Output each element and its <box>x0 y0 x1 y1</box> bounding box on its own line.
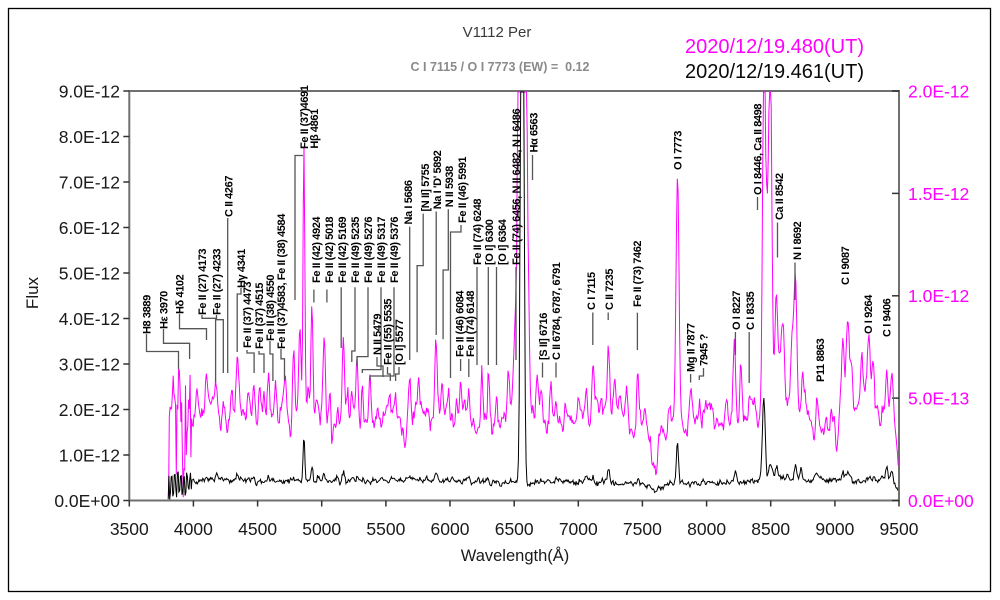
svg-text:4.0E-12: 4.0E-12 <box>59 309 120 329</box>
svg-text:[S II] 6716: [S II] 6716 <box>538 313 550 360</box>
svg-text:Fe II (73) 7462: Fe II (73) 7462 <box>632 241 644 307</box>
svg-text:2020/12/19.461(UT): 2020/12/19.461(UT) <box>685 61 864 83</box>
svg-text:Hγ 4341: Hγ 4341 <box>236 249 248 288</box>
svg-text:1.5E-12: 1.5E-12 <box>908 184 969 204</box>
svg-text:5000: 5000 <box>302 519 341 539</box>
svg-text:C I 7115 / O I 7773 (EW) = 0.: C I 7115 / O I 7773 (EW) = 0.12 <box>411 60 590 74</box>
svg-text:N II 5479: N II 5479 <box>372 314 384 355</box>
svg-text:6500: 6500 <box>495 519 534 539</box>
svg-text:Mg II 7877: Mg II 7877 <box>686 323 698 372</box>
svg-text:0.0E+00: 0.0E+00 <box>54 491 120 511</box>
svg-text:5500: 5500 <box>366 519 405 539</box>
svg-text:C I 7115: C I 7115 <box>586 272 598 310</box>
svg-text:7000: 7000 <box>559 519 598 539</box>
svg-text:7.0E-12: 7.0E-12 <box>59 173 120 193</box>
svg-text:5.0E-12: 5.0E-12 <box>59 264 120 284</box>
svg-text:Hδ 4102: Hδ 4102 <box>175 274 187 314</box>
svg-text:0.0E+00: 0.0E+00 <box>908 491 974 511</box>
svg-text:Fe II (74) 6456, N II 6482, N: Fe II (74) 6456, N II 6482, N I 6486 <box>511 109 523 265</box>
svg-text:V1112 Per: V1112 Per <box>463 24 532 41</box>
svg-text:Na I 'D' 5892: Na I 'D' 5892 <box>432 150 444 209</box>
svg-text:Fe II (42) 4924: Fe II (42) 4924 <box>311 216 323 283</box>
svg-text:Fe II (38) 4550: Fe II (38) 4550 <box>265 275 277 341</box>
svg-text:3.0E-12: 3.0E-12 <box>59 355 120 375</box>
svg-text:Fe II (37) 4473: Fe II (37) 4473 <box>242 282 254 348</box>
svg-text:Flux: Flux <box>23 276 42 309</box>
svg-text:[N II] 5755: [N II] 5755 <box>420 164 432 212</box>
svg-text:3500: 3500 <box>110 519 149 539</box>
svg-text:C II 6784, 6787, 6791: C II 6784, 6787, 6791 <box>551 262 563 360</box>
svg-text:5.0E-13: 5.0E-13 <box>908 389 969 409</box>
svg-text:Fe II (49) 5235: Fe II (49) 5235 <box>350 217 362 283</box>
svg-text:C II 4267: C II 4267 <box>224 176 236 217</box>
svg-text:O I 8446, Ca II 8498: O I 8446, Ca II 8498 <box>753 104 765 195</box>
svg-text:9.0E-12: 9.0E-12 <box>59 82 120 102</box>
svg-text:4000: 4000 <box>174 519 213 539</box>
svg-text:Fe II (74) 6148: Fe II (74) 6148 <box>465 291 477 357</box>
svg-text:Hε 3970: Hε 3970 <box>159 291 171 329</box>
svg-text:C I 9087: C I 9087 <box>840 246 852 285</box>
svg-text:Na I 5686: Na I 5686 <box>403 180 415 224</box>
svg-text:O I 8227: O I 8227 <box>731 291 743 330</box>
svg-text:8500: 8500 <box>751 519 790 539</box>
svg-text:Fe II (55) 5535: Fe II (55) 5535 <box>383 299 395 365</box>
svg-text:O I 9264: O I 9264 <box>863 294 875 334</box>
svg-text:[O I] 6364: [O I] 6364 <box>497 218 509 265</box>
svg-text:[O I] 6300: [O I] 6300 <box>484 219 496 265</box>
svg-text:Fe II (37)4583, Fe II (38) 458: Fe II (37)4583, Fe II (38) 4584 <box>276 213 288 349</box>
svg-text:8.0E-12: 8.0E-12 <box>59 127 120 147</box>
svg-text:Fe II (27) 4173: Fe II (27) 4173 <box>197 249 209 315</box>
svg-text:Hα 6563: Hα 6563 <box>529 113 541 153</box>
svg-text:Fe II (49) 5317: Fe II (49) 5317 <box>376 217 388 283</box>
svg-text:Ca II 8542: Ca II 8542 <box>774 173 786 220</box>
svg-text:H8 3889: H8 3889 <box>142 295 154 334</box>
svg-text:Fe II (49) 5376: Fe II (49) 5376 <box>389 217 401 283</box>
svg-text:N I 8692: N I 8692 <box>792 221 804 260</box>
svg-text:6000: 6000 <box>431 519 470 539</box>
svg-text:1.0E-12: 1.0E-12 <box>59 446 120 466</box>
svg-text:[O I] 5577: [O I] 5577 <box>394 319 406 365</box>
svg-text:N II 5938: N II 5938 <box>444 166 456 207</box>
svg-text:7500: 7500 <box>623 519 662 539</box>
svg-text:Fe II (74) 6248: Fe II (74) 6248 <box>472 199 484 265</box>
svg-text:C I 9406: C I 9406 <box>882 298 894 337</box>
svg-text:Fe II (27) 4233: Fe II (27) 4233 <box>212 249 224 315</box>
svg-text:P11 8863: P11 8863 <box>815 338 827 382</box>
svg-text:2020/12/19.480(UT): 2020/12/19.480(UT) <box>685 36 864 58</box>
svg-text:Fe II (49) 5276: Fe II (49) 5276 <box>363 217 375 283</box>
svg-text:Fe II (37) 4515: Fe II (37) 4515 <box>254 283 266 349</box>
svg-text:9000: 9000 <box>815 519 854 539</box>
svg-text:Hβ 4861: Hβ 4861 <box>309 109 321 149</box>
svg-text:Fe II (46) 5991: Fe II (46) 5991 <box>457 157 469 223</box>
svg-text:Fe II (37)4691: Fe II (37)4691 <box>299 85 311 149</box>
svg-text:Wavelength(Å): Wavelength(Å) <box>461 546 570 565</box>
svg-text:Fe II (42) 5018: Fe II (42) 5018 <box>324 217 336 283</box>
svg-text:O I 7773: O I 7773 <box>673 131 685 170</box>
svg-text:6.0E-12: 6.0E-12 <box>59 218 120 238</box>
svg-text:8000: 8000 <box>687 519 726 539</box>
svg-text:2.0E-12: 2.0E-12 <box>908 82 969 102</box>
svg-text:C I 8335: C I 8335 <box>745 291 757 330</box>
svg-text:4500: 4500 <box>238 519 277 539</box>
svg-text:C II 7235: C II 7235 <box>604 269 616 310</box>
svg-text:7945 ?: 7945 ? <box>699 333 711 366</box>
svg-text:2.0E-12: 2.0E-12 <box>59 400 120 420</box>
svg-text:1.0E-12: 1.0E-12 <box>908 286 969 306</box>
svg-text:Fe II (42) 5169: Fe II (42) 5169 <box>337 217 349 283</box>
svg-text:Fe II (46) 6084: Fe II (46) 6084 <box>455 290 467 357</box>
svg-text:9500: 9500 <box>880 519 919 539</box>
